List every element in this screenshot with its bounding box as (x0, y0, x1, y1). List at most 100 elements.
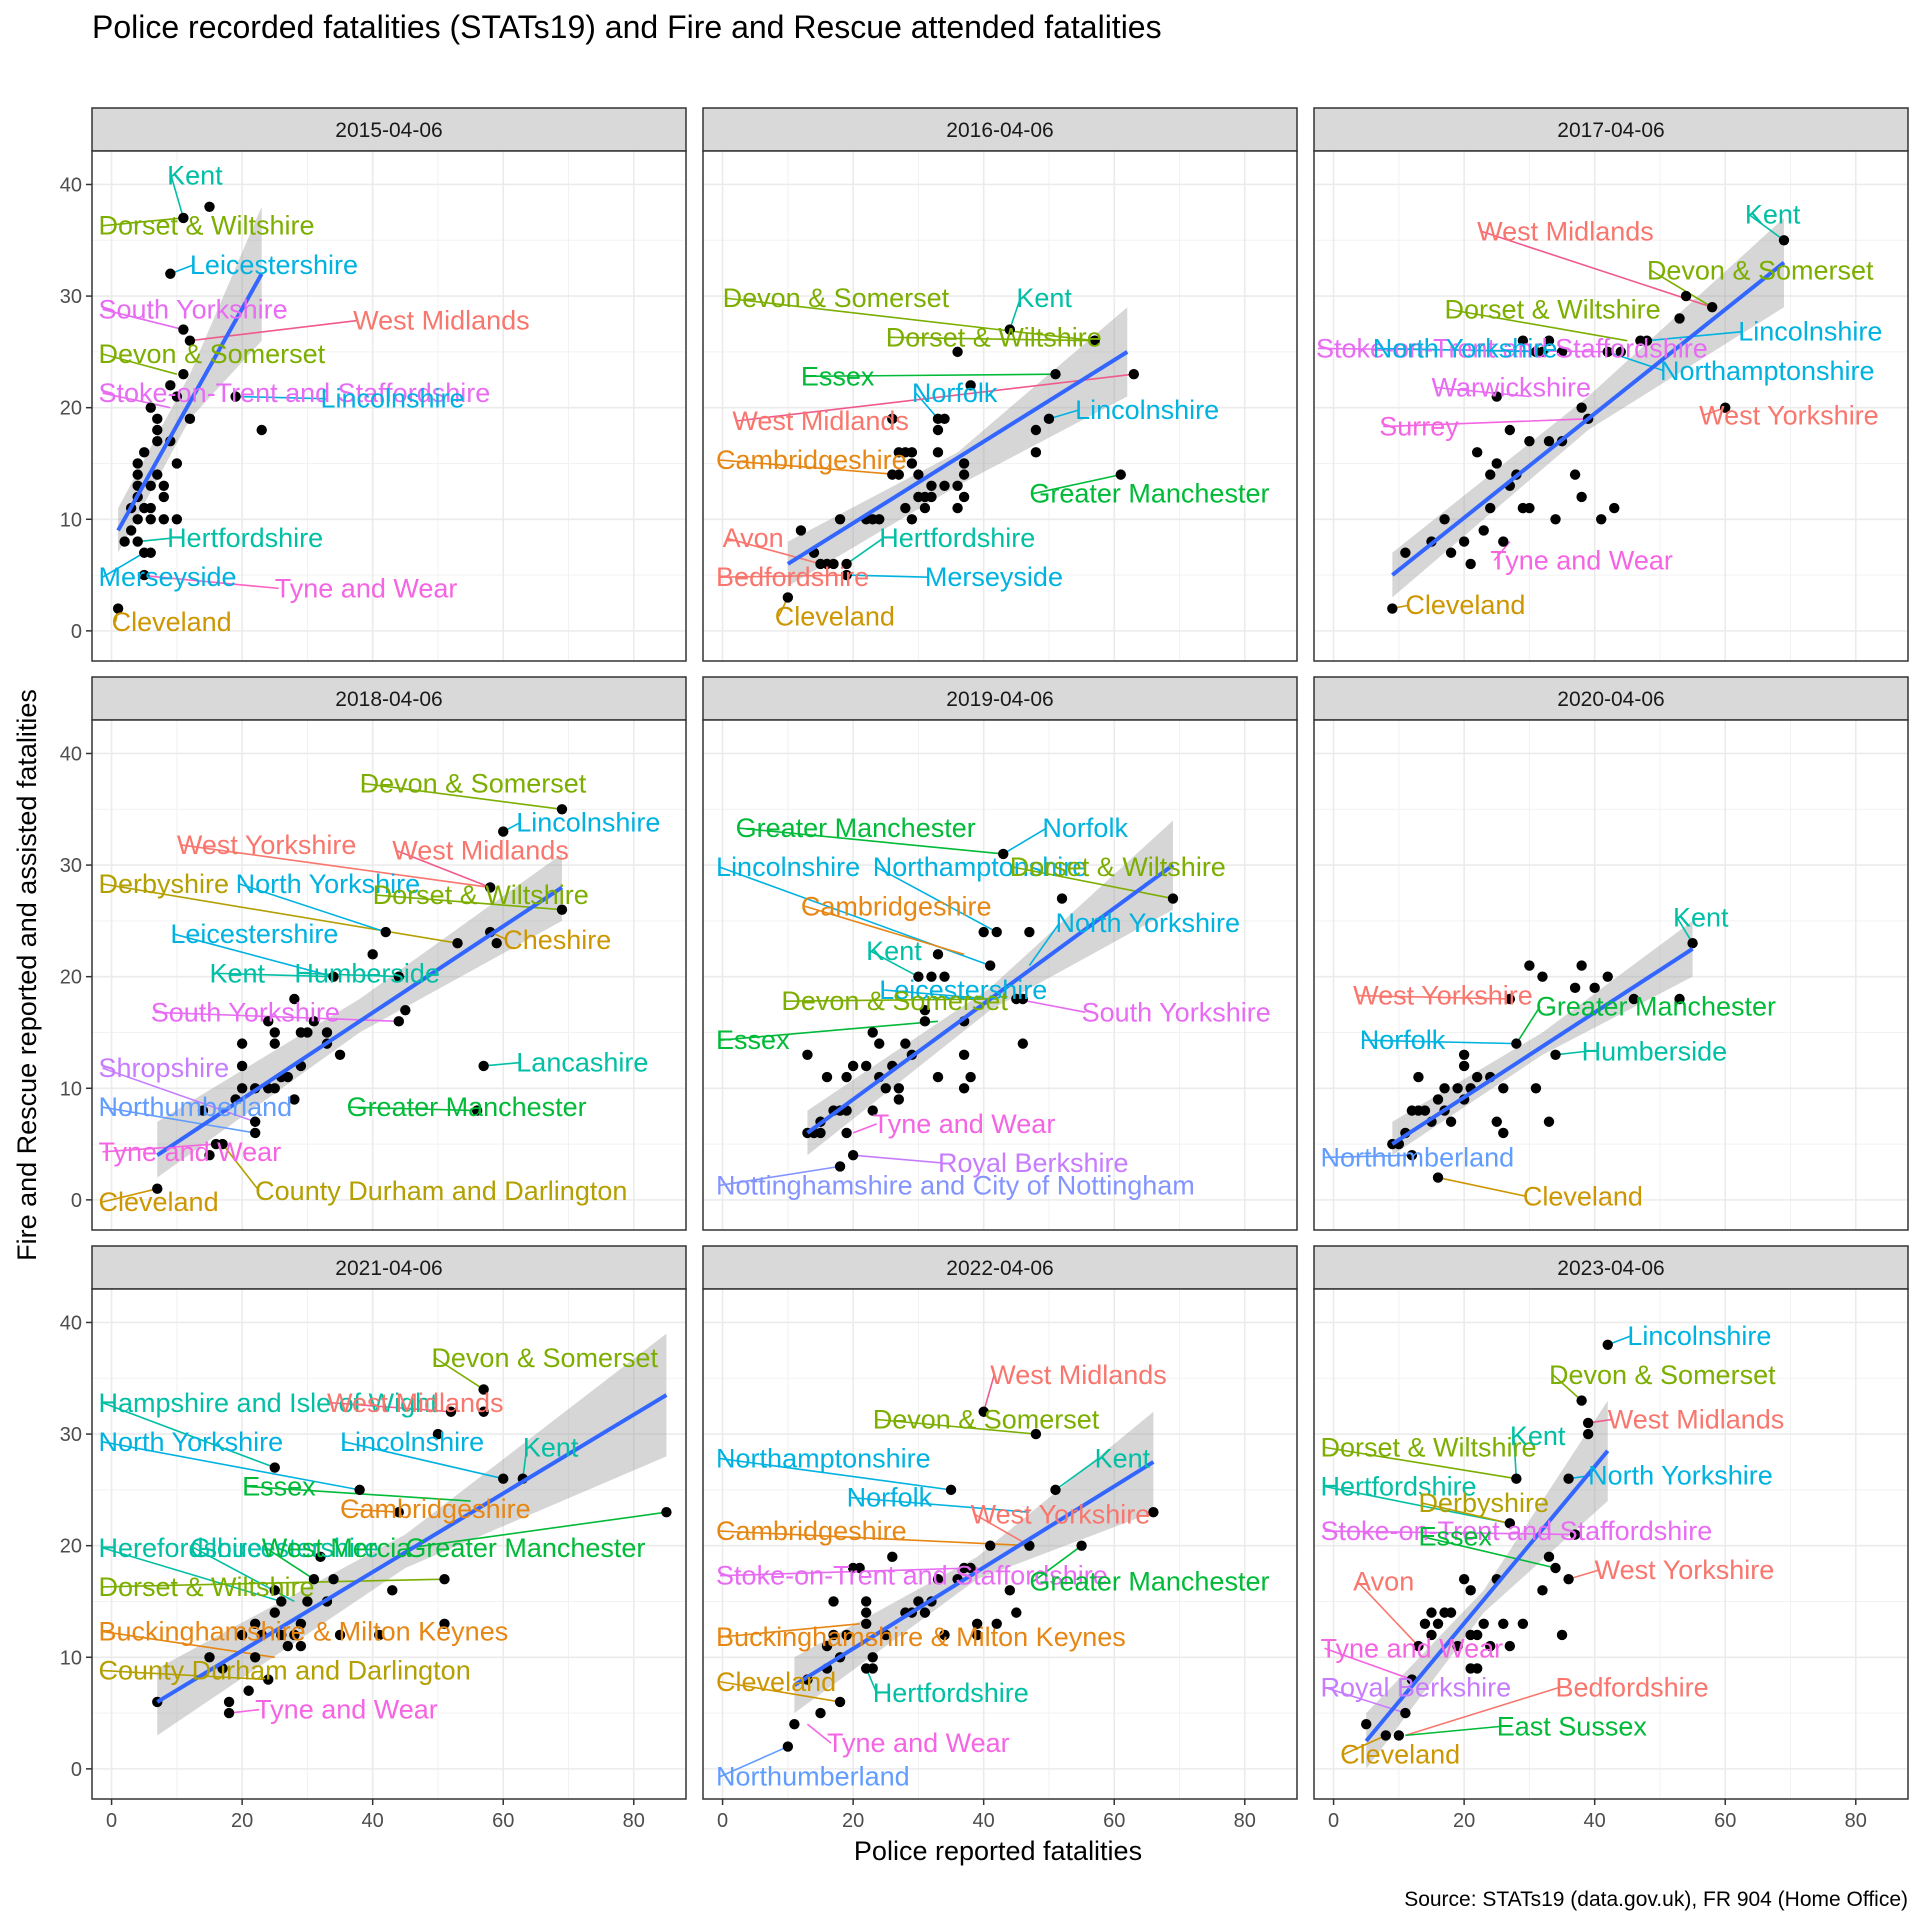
data-point (1524, 502, 1535, 514)
label-leader-line (785, 998, 997, 1002)
y-tick-label: 10 (60, 1078, 82, 1100)
facet-strip (1313, 107, 1909, 152)
label-leader-line (102, 1106, 256, 1134)
point-label: Northamptonshire (716, 1444, 931, 1474)
point-label: Kent (523, 1432, 579, 1462)
data-point (971, 1629, 983, 1641)
data-point (387, 1585, 398, 1596)
panel-border (91, 1288, 687, 1800)
data-point (498, 826, 509, 837)
data-point (1720, 402, 1731, 413)
point-label: Dorset & Wiltshire (99, 211, 315, 241)
x-tick-label: 40 (362, 1810, 384, 1832)
point-label: Devon & Somerset (723, 283, 950, 313)
point-label: Humberside (294, 958, 440, 988)
data-point (256, 424, 267, 436)
data-point (932, 1573, 944, 1585)
point-label: Dorset & Wiltshire (1445, 294, 1661, 324)
label-leader-line (102, 1067, 256, 1123)
confidence-band (1392, 217, 1784, 598)
trend-line (1391, 261, 1786, 577)
point-label: Lincolnshire (320, 384, 464, 414)
data-point (1471, 1663, 1483, 1674)
data-point (880, 1629, 891, 1641)
data-point (236, 1083, 248, 1094)
data-point (932, 1071, 944, 1083)
data-point (556, 904, 568, 915)
data-point (867, 1027, 878, 1038)
data-point (1563, 1573, 1574, 1585)
data-point (1498, 1618, 1509, 1629)
data-point (880, 1083, 891, 1094)
label-leader-line (1324, 1446, 1517, 1480)
point-label: Shropshire (99, 1053, 230, 1083)
x-axis-title: Police reported fatalities (854, 1836, 1142, 1866)
data-point (932, 424, 944, 436)
point-label: Norfolk (847, 1483, 933, 1513)
data-point (1680, 290, 1692, 302)
panel-background (92, 1289, 686, 1799)
trend-line (786, 350, 1129, 566)
data-point (308, 1016, 320, 1027)
facet-strip-label: 2020-04-06 (1557, 688, 1664, 711)
data-point (1537, 346, 1548, 358)
data-point (1413, 1071, 1424, 1083)
point-label: West Yorkshire (1353, 981, 1533, 1011)
data-point (178, 324, 189, 335)
point-label: Merseyside (99, 562, 237, 592)
point-label: West Yorkshire (971, 1499, 1151, 1529)
data-point (152, 469, 163, 480)
data-point (152, 1183, 163, 1194)
data-point (1687, 937, 1698, 949)
data-point (471, 1105, 483, 1116)
data-point (847, 1150, 859, 1161)
label-leader-line (1405, 1686, 1560, 1737)
data-point (900, 502, 911, 514)
data-point (145, 502, 156, 514)
data-point (158, 480, 170, 491)
point-label: Essex (801, 361, 875, 391)
facet-strip (91, 676, 687, 721)
label-leader-line (1515, 1006, 1541, 1045)
data-point (1485, 469, 1496, 480)
point-label: Derbyshire (99, 869, 230, 899)
label-leader-line (1437, 1176, 1528, 1198)
data-point (919, 502, 931, 514)
data-point (939, 971, 950, 982)
data-point (1491, 391, 1502, 402)
data-point (484, 882, 496, 893)
point-label: Kent (209, 958, 265, 988)
data-point (204, 201, 215, 212)
data-point (445, 1406, 457, 1417)
data-point (919, 1004, 931, 1016)
point-label: Lincolnshire (1627, 1321, 1771, 1351)
point-label: North Yorkshire (236, 869, 421, 899)
data-point (282, 1640, 294, 1652)
data-point (452, 937, 463, 949)
point-label: Cleveland (1523, 1181, 1643, 1211)
x-tick-label: 80 (1845, 1810, 1867, 1832)
facet-strip-label: 2015-04-06 (335, 119, 442, 142)
data-point (230, 391, 241, 402)
label-leader-line (846, 574, 929, 579)
data-point (815, 1127, 826, 1139)
label-leader-line (719, 1622, 860, 1638)
label-leader-line (1448, 308, 1628, 342)
x-tick-label: 20 (842, 1810, 864, 1832)
label-leader-line (726, 537, 821, 565)
point-label: Greater Manchester (1536, 992, 1776, 1022)
data-point (1576, 1395, 1587, 1406)
point-label: Lincolnshire (516, 808, 660, 838)
data-point (269, 1462, 280, 1473)
data-point (478, 1406, 489, 1417)
data-point (1458, 1049, 1470, 1060)
data-point (1400, 547, 1411, 558)
point-label: Cambridgeshire (716, 1516, 907, 1546)
data-point (985, 960, 996, 971)
data-point (165, 380, 176, 391)
data-point (841, 558, 852, 570)
point-label: Herefordshire (99, 1533, 263, 1563)
data-point (1380, 1730, 1392, 1741)
trend-line (156, 885, 564, 1157)
label-leader-line (1356, 1580, 1420, 1647)
